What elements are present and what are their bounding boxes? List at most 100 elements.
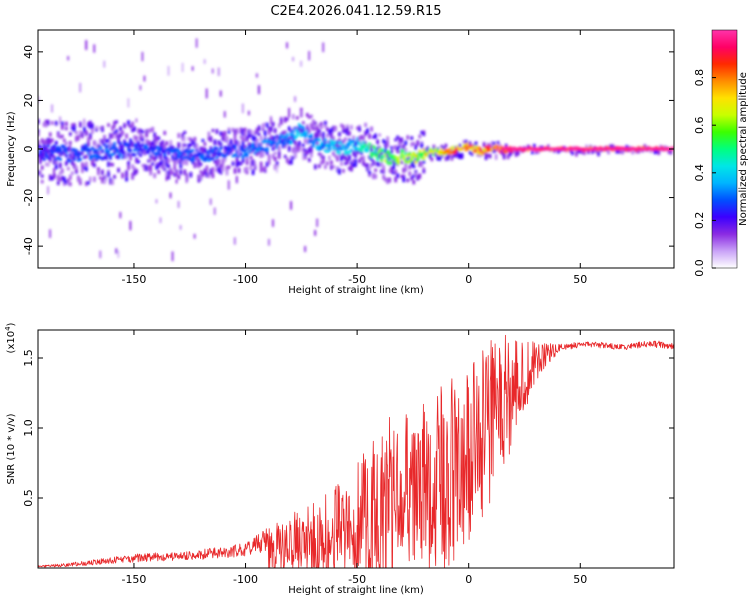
spectrogram-cell	[261, 123, 265, 130]
spectrogram-cell	[667, 149, 671, 154]
spectrogram-cell	[213, 139, 217, 146]
spectrogram-cell	[283, 130, 287, 135]
spectrogram-cell	[291, 147, 295, 153]
spectrogram-cell	[191, 139, 195, 145]
spectrogram-cell	[307, 128, 311, 134]
spectrogram-cell	[199, 152, 203, 156]
spectrogram-cell	[127, 160, 130, 166]
spectrogram-cell	[199, 146, 203, 152]
spectrogram-cell	[70, 147, 74, 152]
spectrogram-cell	[71, 151, 74, 157]
spectrogram-cell	[259, 151, 262, 157]
spectrogram-cell	[211, 173, 215, 179]
spectrogram-cell	[105, 173, 108, 182]
spectrogram-cell	[408, 160, 412, 164]
spectrogram-cell	[261, 147, 265, 151]
snr-ylabel: SNR (10 * v/v)	[6, 413, 17, 484]
spectrogram-cell	[464, 139, 468, 144]
spectrogram-cell	[299, 111, 303, 117]
spectrogram-cell	[374, 161, 378, 166]
spectrogram-cell	[384, 154, 388, 158]
spectrogram-cell	[76, 153, 80, 157]
spectrogram-cell	[157, 146, 161, 150]
spectrogram-cell	[141, 143, 145, 147]
x-tick-label: -150	[121, 273, 146, 286]
spectrogram-cell	[265, 161, 269, 167]
spectrogram-cell	[378, 148, 382, 152]
spectrogram-cell	[209, 149, 213, 153]
spectrogram-cell	[328, 155, 331, 161]
spectrogram-cell	[141, 135, 145, 139]
spectrogram-cell	[360, 149, 363, 155]
spectrogram-cell	[219, 131, 223, 136]
spectrogram-cell	[649, 149, 653, 153]
spectrogram-cell	[342, 144, 345, 148]
spectrogram-cell	[97, 148, 100, 152]
spectrogram-cell	[147, 148, 151, 152]
spectrogram-cell	[121, 155, 124, 160]
spectrogram-cell	[414, 158, 418, 162]
spectrogram-cell	[91, 154, 94, 158]
spectrogram-cell	[211, 148, 215, 152]
spectrogram-cell	[422, 169, 426, 174]
spectrogram-cell	[44, 151, 48, 155]
spectrogram-cell	[412, 160, 416, 167]
spectrogram-cell	[219, 90, 222, 97]
spectrogram-cell	[259, 135, 263, 141]
spectrogram-cell	[58, 177, 62, 182]
spectrogram-cell	[64, 150, 68, 154]
spectrogram-cell	[155, 139, 159, 145]
spectrogram-cell	[412, 174, 416, 179]
spectrogram-cell	[368, 146, 371, 150]
spectrogram-cell	[45, 162, 48, 167]
spectrogram-cell	[279, 116, 283, 122]
spectrogram-cell	[494, 153, 498, 160]
spectrogram-cell	[317, 147, 321, 151]
spectrogram-cell	[251, 160, 255, 166]
spectrogram-cell	[221, 153, 225, 157]
spectrogram-cell	[85, 145, 88, 150]
spectrogram-cell	[392, 145, 396, 150]
spectrogram-cell	[434, 150, 438, 157]
spectrogram-cell	[498, 150, 502, 154]
spectrogram-cell	[183, 152, 187, 156]
spectrogram-cell	[392, 157, 396, 164]
spectrogram-cell	[400, 174, 404, 179]
spectrogram-cell	[508, 153, 512, 157]
spectrogram-cell	[307, 135, 311, 139]
spectrogram-cell	[267, 238, 270, 246]
spectrogram-cell	[315, 131, 319, 138]
spectrogram-cell	[340, 123, 343, 128]
spectrogram-cell	[155, 152, 159, 156]
spectrogram-cell	[50, 150, 54, 154]
spectrogram-cell	[203, 171, 207, 175]
spectrogram-cell	[177, 142, 181, 149]
spectrogram-cell	[189, 152, 193, 157]
spectrogram-cell	[408, 171, 412, 176]
spectrogram-cell	[99, 126, 102, 131]
colorbar-label: Normalized spectral amplitude	[738, 72, 749, 226]
spectrogram-cell	[167, 173, 171, 178]
spectrogram-cell	[291, 134, 295, 138]
spectrogram-cell	[319, 146, 323, 150]
spectrogram-cell	[516, 150, 520, 156]
spectrogram-cell	[581, 150, 584, 155]
spectrogram-cell	[536, 150, 540, 154]
spectrogram-cell	[107, 153, 110, 157]
spectrogram-cell	[60, 144, 64, 148]
spectrogram-cell	[181, 135, 185, 142]
spectrogram-cell	[169, 147, 173, 151]
spectrogram-cell	[428, 148, 432, 152]
spectrogram-cell	[54, 146, 58, 151]
spectrogram-cell	[44, 139, 48, 145]
spectrogram-cell	[249, 155, 253, 160]
spectrogram-cell	[93, 44, 96, 53]
spectrogram-cell	[360, 146, 363, 150]
spectrogram-cell	[446, 154, 450, 161]
spectrogram-cell	[225, 165, 229, 170]
spectrogram-cell	[219, 146, 223, 150]
spectrogram-cell	[255, 151, 259, 157]
spectrogram-cell	[398, 160, 402, 164]
spectrogram-cell	[235, 140, 239, 146]
spectrogram-cell	[48, 138, 52, 144]
